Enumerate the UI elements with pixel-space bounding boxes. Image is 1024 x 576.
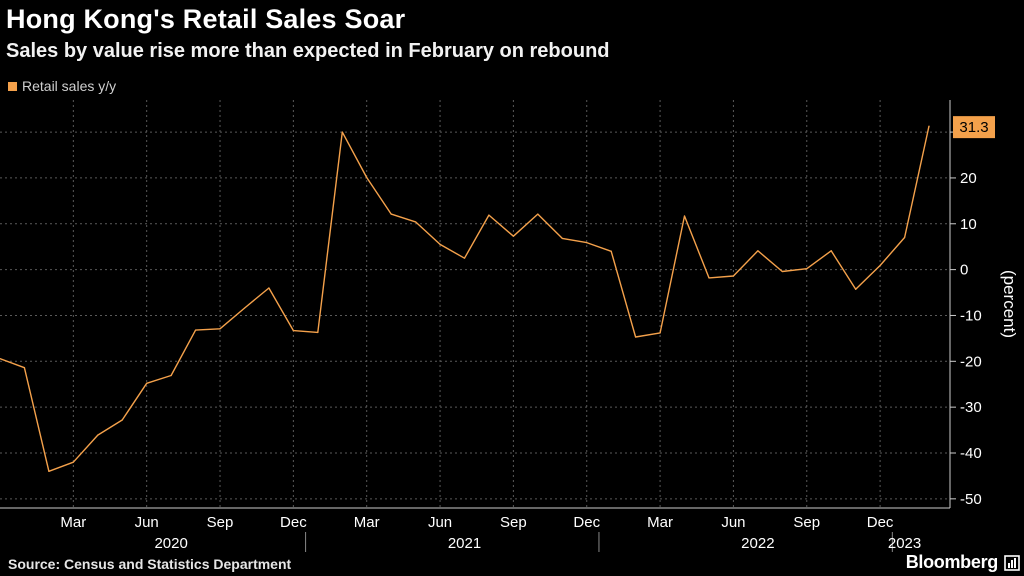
brand-logo: Bloomberg [905,552,999,572]
x-tick-label: Mar [354,514,380,531]
data-point [903,236,906,239]
x-tick-label: Dec [573,514,600,531]
legend-label: Retail sales y/y [22,78,117,94]
data-point [366,176,368,179]
data-point [855,288,857,290]
data-point [415,221,417,223]
year-label: 2020 [154,535,187,552]
data-point [439,243,441,246]
y-axis-label: (percent) [1000,270,1019,338]
year-label: 2021 [448,535,481,552]
y-tick-label: 0 [960,262,968,279]
data-point [292,329,294,332]
data-point [635,336,637,338]
source-note: Source: Census and Statistics Department [8,556,292,572]
chart-title: Hong Kong's Retail Sales Soar [6,4,406,34]
data-point [23,367,26,369]
y-tick-label: -50 [960,491,982,508]
x-tick-label: Jun [428,514,452,531]
x-tick-label: Sep [207,514,234,531]
data-point [732,275,735,277]
data-point [757,250,759,252]
data-point [97,434,99,436]
x-tick-label: Sep [500,514,527,531]
data-point [0,357,1,360]
x-tick-label: Mar [60,514,86,531]
x-tick-label: Sep [793,514,820,531]
y-tick-label: -30 [960,399,982,416]
x-tick-label: Jun [135,514,159,531]
year-label: 2023 [888,535,921,552]
data-point [537,213,539,215]
last-value-label: 31.3 [959,119,988,136]
y-tick-label: 20 [960,170,977,187]
data-point [586,241,588,244]
y-tick-label: -40 [960,445,982,462]
y-tick-label: -20 [960,353,982,370]
data-point [659,332,661,334]
data-point [463,257,466,259]
data-point [341,131,343,133]
year-label: 2022 [741,535,774,552]
legend-swatch [8,81,17,91]
data-point [48,470,50,472]
data-point [390,213,392,215]
data-point [806,268,808,270]
x-tick-label: Mar [647,514,673,531]
data-point [830,250,832,252]
data-point [146,382,148,384]
last-value-badge [953,116,995,139]
data-point [268,287,270,289]
y-tick-label: -10 [960,307,982,324]
y-tick-label: 10 [960,216,977,233]
data-point [219,328,221,330]
data-point [72,461,74,463]
legend: Retail sales y/y [8,78,116,94]
data-point [121,419,123,421]
data-point [194,329,197,331]
data-point [708,277,710,279]
data-point [610,250,612,252]
data-point [781,270,783,273]
data-point [488,214,490,216]
x-tick-label: Jun [721,514,745,531]
data-point [683,215,686,217]
data-point [170,374,172,377]
data-point [879,264,881,267]
bloomberg-terminal-icon [1004,555,1020,571]
x-tick-label: Dec [867,514,894,531]
data-point [561,237,563,240]
data-point [512,235,514,237]
data-point [317,331,319,334]
x-tick-label: Dec [280,514,307,531]
chart-subtitle: Sales by value rise more than expected i… [6,40,610,62]
data-point [243,307,246,309]
series-line-retail-sales [0,125,930,472]
data-point [928,125,930,127]
